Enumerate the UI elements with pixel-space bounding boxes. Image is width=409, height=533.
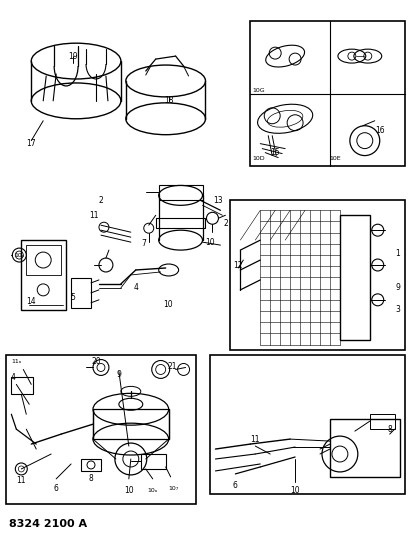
Text: 4: 4 — [133, 284, 138, 293]
Text: 8324 2100 A: 8324 2100 A — [9, 519, 87, 529]
Text: 2: 2 — [98, 196, 103, 205]
Text: 20: 20 — [91, 357, 101, 366]
Bar — [140, 454, 165, 469]
Text: 8: 8 — [88, 474, 93, 483]
Text: 7: 7 — [141, 239, 146, 248]
Text: 3: 3 — [394, 305, 399, 314]
Text: 6: 6 — [232, 481, 237, 490]
Bar — [71, 278, 91, 308]
Bar — [155, 218, 205, 228]
Text: 10₇: 10₇ — [168, 486, 178, 491]
Text: 19: 19 — [68, 52, 78, 61]
Text: 10ₐ: 10ₐ — [147, 488, 157, 494]
Text: 11: 11 — [16, 477, 26, 486]
Text: 8: 8 — [387, 425, 391, 434]
Text: 2: 2 — [222, 219, 227, 228]
Text: 10: 10 — [205, 238, 215, 247]
Bar — [210, 354, 404, 494]
Bar — [93, 409, 168, 439]
Text: 10D: 10D — [252, 156, 264, 161]
Text: 14: 14 — [27, 297, 36, 306]
Bar — [329, 419, 399, 477]
Text: 10ₐ: 10ₐ — [14, 253, 25, 257]
Text: 10E: 10E — [328, 156, 340, 161]
Bar — [11, 377, 33, 394]
Bar — [158, 185, 202, 200]
Text: 10: 10 — [290, 486, 299, 495]
Text: 18: 18 — [164, 96, 173, 106]
Text: 5: 5 — [70, 293, 75, 302]
Text: 15: 15 — [270, 148, 279, 157]
Text: 11: 11 — [89, 211, 99, 220]
Text: 9: 9 — [116, 370, 121, 379]
Text: 10: 10 — [124, 486, 133, 495]
Bar — [81, 459, 101, 471]
Text: 16: 16 — [374, 126, 384, 135]
Text: 6: 6 — [54, 484, 58, 494]
Bar — [7, 354, 195, 504]
Text: 11ₐ: 11ₐ — [11, 359, 21, 364]
Text: 13: 13 — [213, 196, 223, 205]
Text: 17: 17 — [27, 139, 36, 148]
Text: 1: 1 — [394, 248, 399, 257]
Text: 9: 9 — [394, 284, 399, 293]
Bar — [230, 200, 404, 350]
Text: 11: 11 — [250, 434, 259, 443]
Text: 12: 12 — [233, 261, 243, 270]
Bar — [339, 215, 369, 340]
Bar — [26, 245, 61, 275]
Text: 4: 4 — [11, 373, 16, 382]
Text: 10G: 10G — [252, 88, 264, 93]
Text: 21: 21 — [167, 362, 177, 371]
Bar — [369, 414, 394, 429]
Bar — [21, 240, 66, 310]
Text: 10: 10 — [162, 300, 172, 309]
Bar — [249, 21, 404, 166]
